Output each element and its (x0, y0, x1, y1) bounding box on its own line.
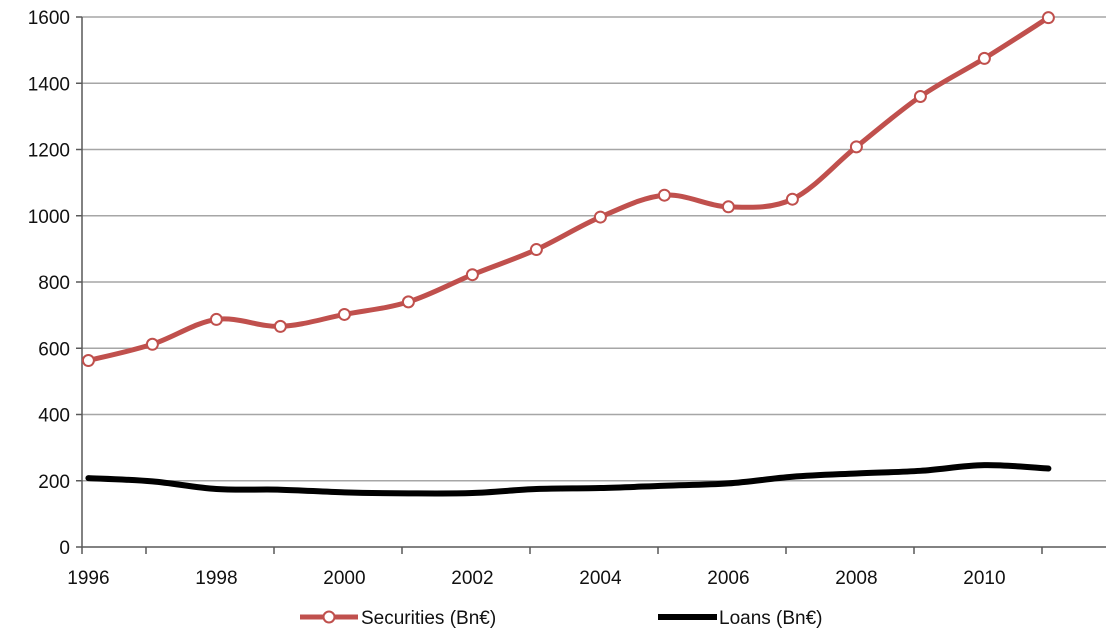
y-tick-label: 0 (59, 538, 70, 559)
data-point-securities-bn-2005 (657, 188, 671, 202)
data-point-securities-bn-2000 (337, 307, 351, 321)
y-axis-ticks: 0 200 400 600 800 1000 1200 1400 1600 (28, 8, 82, 559)
y-tick-label: 1600 (28, 8, 70, 29)
data-point-securities-bn-2009 (913, 90, 927, 103)
series-line-loans-bn (85, 462, 1052, 497)
x-axis-ticks: 1996 1998 2000 2002 2004 2006 2008 2010 (67, 547, 1043, 589)
data-point-securities-bn-2007 (785, 192, 799, 206)
legend-label-loans-bn: Loans (Bn€) (719, 608, 823, 629)
series-lines (85, 15, 1052, 497)
y-tick-label: 200 (38, 472, 70, 493)
y-tick-label: 800 (38, 273, 70, 294)
data-point-securities-bn-2003 (529, 243, 543, 257)
data-point-securities-bn-2010 (977, 51, 991, 65)
x-tick-label: 2010 (963, 568, 1005, 589)
data-point-securities-bn-2004 (593, 210, 607, 224)
x-tick-label: 2004 (579, 568, 622, 589)
legend-label-securities-bn: Securities (Bn€) (361, 608, 496, 629)
x-tick-label: 2002 (451, 568, 493, 589)
legend-item-loans-bn: Loans (Bn€) (658, 608, 823, 629)
legend: Securities (Bn€) Loans (Bn€) (300, 608, 823, 629)
legend-item-securities-bn: Securities (Bn€) (300, 608, 496, 629)
data-point-securities-bn-1996 (81, 354, 95, 368)
data-point-securities-bn-2001 (401, 295, 415, 309)
x-tick-label: 1998 (195, 568, 237, 589)
data-point-securities-bn-2011 (1041, 11, 1055, 25)
x-tick-label: 1996 (67, 568, 109, 589)
data-point-securities-bn-1997 (145, 337, 159, 351)
y-tick-label: 1200 (28, 141, 70, 162)
series-line-securities-bn (85, 15, 1051, 364)
x-tick-label: 2008 (835, 568, 877, 589)
data-point-securities-bn-2008 (849, 140, 863, 154)
gridlines (82, 16, 1106, 482)
series-points (81, 11, 1055, 368)
x-tick-label: 2006 (707, 568, 749, 589)
data-point-securities-bn-1998 (209, 312, 223, 326)
data-point-securities-bn-2006 (721, 200, 735, 214)
y-tick-label: 400 (38, 406, 70, 427)
legend-marker-securities-bn (322, 610, 336, 624)
x-tick-label: 2000 (323, 568, 365, 589)
y-tick-label: 1000 (28, 207, 70, 228)
y-tick-label: 600 (38, 339, 70, 360)
data-point-securities-bn-2002 (465, 268, 479, 282)
data-point-securities-bn-1999 (273, 319, 287, 333)
y-tick-label: 1400 (28, 74, 70, 95)
